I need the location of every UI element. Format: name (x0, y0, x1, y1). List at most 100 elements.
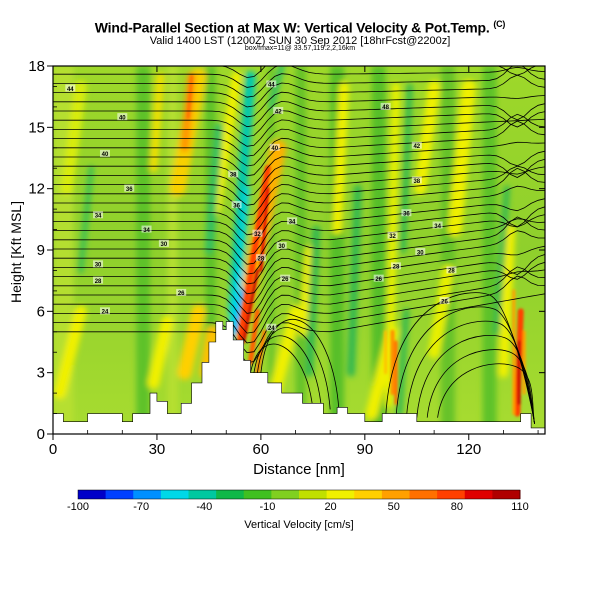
isentrope-label-box (411, 176, 422, 184)
colorbar-tick-label: 50 (388, 501, 400, 513)
velocity-core (247, 308, 260, 365)
downdraft-region (268, 66, 285, 110)
colorbar-swatch (354, 490, 383, 499)
isentrope-label: 28 (391, 262, 402, 271)
isentrope-label-box (266, 80, 277, 88)
isentrope (53, 165, 545, 216)
isentrope-label-text: 36 (126, 187, 133, 193)
isentrope-label-box (228, 170, 239, 178)
isentrope-label-box (439, 297, 450, 305)
colorbar-swatch (326, 490, 355, 499)
isentrope-label-text: 42 (275, 109, 282, 115)
x-tick-label: 30 (149, 441, 166, 458)
y-tick-label: 6 (37, 303, 45, 320)
isentrope (406, 320, 536, 424)
downdraft-region (237, 186, 250, 273)
colorbar-tick-label: -70 (133, 501, 149, 513)
isentrope-label-box (158, 239, 169, 247)
isentrope-label-text: 38 (413, 179, 420, 185)
isentrope-label-box (93, 260, 104, 268)
isentrope (53, 218, 545, 275)
isentrope (53, 214, 545, 265)
isentrope (395, 306, 536, 424)
updraft-region (498, 224, 516, 378)
isentrope (53, 216, 545, 285)
colorbar-tick-label: -40 (196, 501, 212, 513)
isentrope (53, 91, 545, 118)
y-tick-label: 0 (37, 426, 45, 443)
isentrope-label-text: 30 (161, 242, 168, 248)
x-axis-label: Distance [nm] (253, 461, 345, 478)
updraft-region (414, 80, 441, 195)
isentrope-label: 36 (231, 201, 242, 209)
field-band (441, 66, 455, 434)
isentrope-label-box (124, 184, 135, 192)
isentrope-label-box (269, 143, 280, 151)
isentrope-label-text: 40 (119, 115, 126, 121)
isentrope-label-box (99, 307, 110, 315)
isentrope (53, 206, 545, 255)
colorbar-swatch (381, 490, 410, 499)
isentrope-label-text: 30 (278, 244, 285, 250)
isentrope-label-text: 28 (393, 265, 400, 271)
isentrope (53, 66, 545, 88)
isentrope (250, 343, 314, 410)
isentrope-label: 42 (273, 106, 284, 115)
isentrope-label: 44 (65, 84, 76, 93)
isentrope-label-box (141, 225, 152, 233)
isentrope-label-box (415, 248, 426, 256)
updraft-region (149, 72, 165, 173)
colorbar-tick-label: 20 (324, 501, 336, 513)
isentrope-label-box (387, 231, 398, 239)
isentrope (53, 185, 545, 236)
isentrope-label-text: 28 (258, 256, 265, 262)
isentrope-label-text: 44 (268, 83, 275, 89)
colorbar-swatch (492, 490, 521, 499)
isentrope-label-box (93, 211, 104, 219)
updraft-region (447, 79, 476, 237)
isentrope-label: 28 (93, 276, 104, 285)
downdraft-region (493, 185, 510, 335)
isentrope-label-text: 40 (271, 146, 278, 152)
colorbar-swatch (299, 490, 328, 499)
isentrope-label: 30 (93, 260, 104, 269)
isentrope-label-text: 34 (434, 224, 441, 230)
isentrope-label: 36 (401, 209, 412, 218)
isentrope-label-text: 32 (389, 234, 396, 240)
isentrope-label-text: 26 (282, 277, 289, 283)
isentrope (53, 110, 545, 137)
velocity-core (242, 268, 259, 344)
colorbar-swatch (105, 490, 134, 499)
isentrope (53, 113, 545, 157)
copyright-mark: (C) (493, 19, 506, 29)
isentrope (437, 363, 536, 424)
isentrope-label-text: 44 (67, 87, 74, 93)
updraft-region (60, 80, 87, 195)
downdraft-region (234, 288, 246, 334)
colorbar-frame (77, 489, 521, 500)
isentrope-labels: 44 40 40 36 34 34 30 30 28 26 24 44 42 40 38 36 34 32 30 28… (65, 80, 457, 332)
colorbar-tick-label: -100 (67, 501, 89, 513)
field-band (136, 66, 151, 434)
isentrope-label-box (373, 274, 384, 282)
isentrope (53, 158, 545, 196)
isentrope-label: 32 (252, 229, 263, 238)
isentrope (53, 118, 545, 147)
downdraft-region (305, 225, 321, 377)
isentrope-label-box (280, 274, 291, 282)
isentrope (260, 319, 340, 410)
updraft-region (332, 81, 350, 235)
isentrope-label-text: 24 (102, 310, 109, 316)
field-band (295, 66, 306, 434)
isentrope-label-text: 34 (289, 220, 296, 226)
isentrope-label-text: 28 (448, 269, 455, 275)
isentrope-label-box (255, 254, 266, 262)
isentrope-label: 34 (141, 225, 152, 234)
isentrope (53, 166, 545, 206)
colorbar: -100 -70 -40 -10 20 50 80 110 (67, 489, 529, 513)
isentrope-label-text: 24 (268, 326, 275, 332)
y-tick-label: 12 (28, 181, 45, 198)
isentrope-label-box (276, 241, 287, 249)
isentrope-label-box (380, 102, 391, 110)
